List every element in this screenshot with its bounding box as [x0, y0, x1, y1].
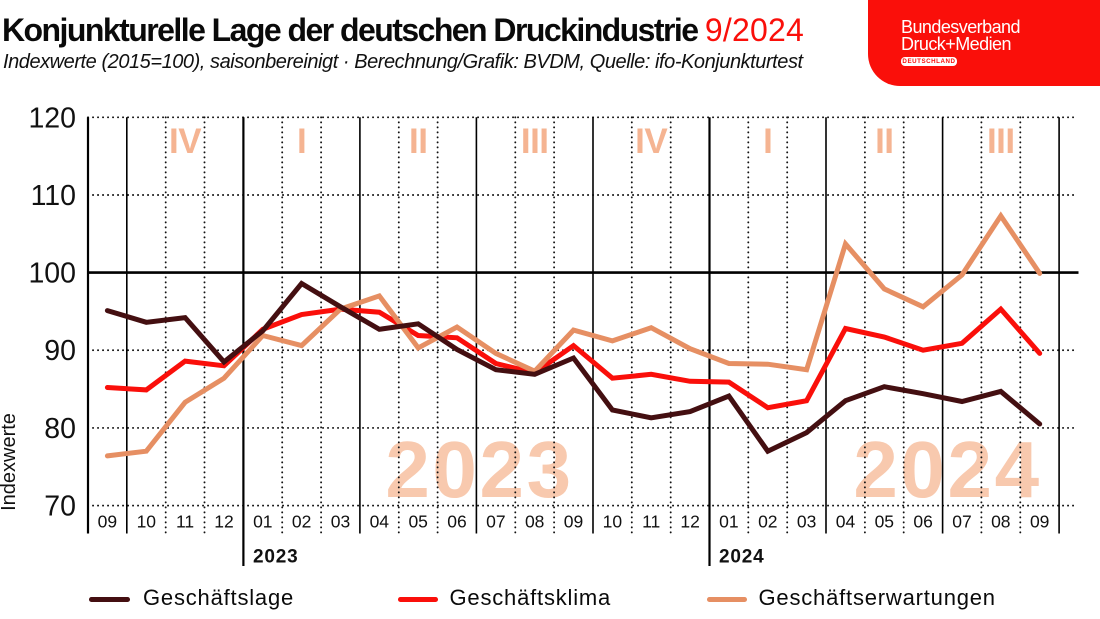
svg-text:2024: 2024 — [719, 547, 764, 568]
svg-text:Indexwerte: Indexwerte — [0, 413, 20, 511]
svg-text:IV: IV — [635, 122, 668, 161]
svg-text:80: 80 — [44, 413, 76, 445]
svg-text:110: 110 — [31, 180, 76, 212]
svg-text:04: 04 — [836, 512, 856, 532]
svg-text:70: 70 — [44, 491, 76, 523]
svg-text:06: 06 — [447, 512, 466, 532]
svg-text:III: III — [987, 122, 1015, 161]
svg-text:III: III — [521, 122, 549, 161]
svg-text:12: 12 — [214, 512, 233, 532]
svg-text:2023: 2023 — [253, 547, 298, 568]
svg-text:09: 09 — [1030, 512, 1049, 532]
svg-text:09: 09 — [564, 512, 583, 532]
svg-text:07: 07 — [486, 512, 505, 532]
svg-text:02: 02 — [758, 512, 777, 532]
svg-text:01: 01 — [719, 512, 738, 532]
svg-text:03: 03 — [797, 512, 816, 532]
svg-text:03: 03 — [331, 512, 350, 532]
svg-text:12: 12 — [680, 512, 699, 532]
svg-text:08: 08 — [991, 512, 1010, 532]
svg-text:II: II — [875, 122, 893, 161]
svg-text:10: 10 — [603, 512, 623, 532]
svg-text:2023: 2023 — [385, 425, 573, 514]
svg-text:2024: 2024 — [853, 425, 1041, 514]
svg-text:11: 11 — [642, 512, 660, 532]
svg-text:02: 02 — [292, 512, 311, 532]
svg-text:90: 90 — [44, 335, 76, 367]
svg-text:04: 04 — [370, 512, 390, 532]
svg-text:10: 10 — [137, 512, 157, 532]
svg-text:100: 100 — [28, 258, 76, 290]
svg-text:06: 06 — [913, 512, 932, 532]
svg-text:I: I — [763, 122, 772, 161]
svg-text:IV: IV — [169, 122, 202, 161]
svg-text:I: I — [297, 122, 306, 161]
svg-text:05: 05 — [875, 512, 894, 532]
svg-text:09: 09 — [98, 512, 117, 532]
svg-text:01: 01 — [253, 512, 272, 532]
svg-text:05: 05 — [408, 512, 427, 532]
svg-text:11: 11 — [176, 512, 194, 532]
svg-text:07: 07 — [952, 512, 971, 532]
svg-text:120: 120 — [28, 102, 76, 134]
svg-text:08: 08 — [525, 512, 544, 532]
svg-text:II: II — [409, 122, 427, 161]
